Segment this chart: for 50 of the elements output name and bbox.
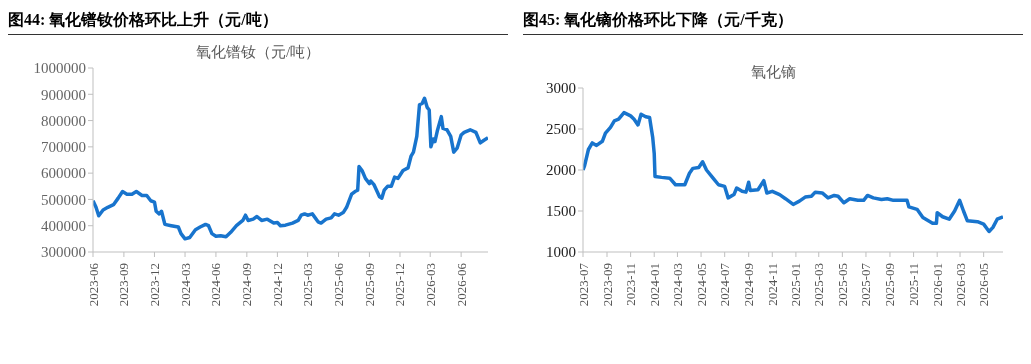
x-tick-label: 2026-06 [453,262,469,307]
y-tick-label: 300000 [41,244,86,261]
y-tick-label: 600000 [41,165,86,182]
x-tick-label: 2025-11 [906,263,922,306]
x-tick-label: 2024-12 [269,263,285,307]
x-tick-label: 2025-05 [834,263,850,307]
y-tick-label: 3000 [546,80,576,97]
x-tick-label: 2025-01 [788,263,804,307]
x-tick-label: 2025-09 [882,263,898,307]
x-tick-label: 2024-01 [646,263,662,307]
y-tick-label: 500000 [41,191,86,208]
x-tick-label: 2026-05 [976,263,992,307]
x-tick-label: 2026-01 [929,263,945,307]
x-tick-label: 2025-07 [858,262,874,307]
y-tick-label: 1500 [546,203,576,220]
x-tick-label: 2024-06 [208,262,224,307]
x-tick-label: 2024-03 [669,263,685,307]
x-tick-label: 2023-09 [599,263,615,307]
y-tick-label: 800000 [41,112,86,129]
chart-subtitle: 氧化镨钕（元/吨） [194,43,322,62]
line-series [93,96,488,241]
y-tick-label: 2000 [546,162,576,179]
chart-title: 图44: 氧化镨钕价格环比上升（元/吨） [8,8,508,35]
x-tick-label: 2026-03 [952,263,968,307]
x-tick-label: 2025-06 [331,262,347,307]
x-tick-label: 2023-12 [146,263,162,307]
x-tick-label: 2025-03 [300,263,316,307]
y-tick-label: 400000 [41,218,86,235]
chart-title: 图45: 氧化镝价格环比下降（元/千克） [523,8,1023,35]
y-tick-label: 1000000 [33,60,86,77]
line-series [583,110,1003,234]
x-tick-label: 2023-06 [85,262,101,307]
x-tick-label: 2024-09 [239,263,255,307]
y-tick-label: 900000 [41,86,86,103]
x-tick-label: 2025-12 [392,263,408,307]
x-tick-label: 2026-03 [422,263,438,307]
x-tick-label: 2023-07 [575,262,591,307]
y-tick-label: 1000 [546,244,576,261]
x-tick-label: 2025-09 [361,263,377,307]
x-tick-label: 2023-09 [116,263,132,307]
x-tick-label: 2024-09 [741,263,757,307]
y-tick-label: 2500 [546,121,576,138]
x-tick-label: 2024-05 [693,263,709,307]
x-tick-label: 2024-03 [177,263,193,307]
y-tick-label: 700000 [41,139,86,156]
x-tick-label: 2024-11 [764,263,780,306]
x-tick-label: 2024-07 [717,262,733,307]
x-tick-label: 2023-11 [623,263,639,306]
chart-subtitle: 氧化镝 [749,63,797,82]
x-tick-label: 2025-03 [811,263,827,307]
